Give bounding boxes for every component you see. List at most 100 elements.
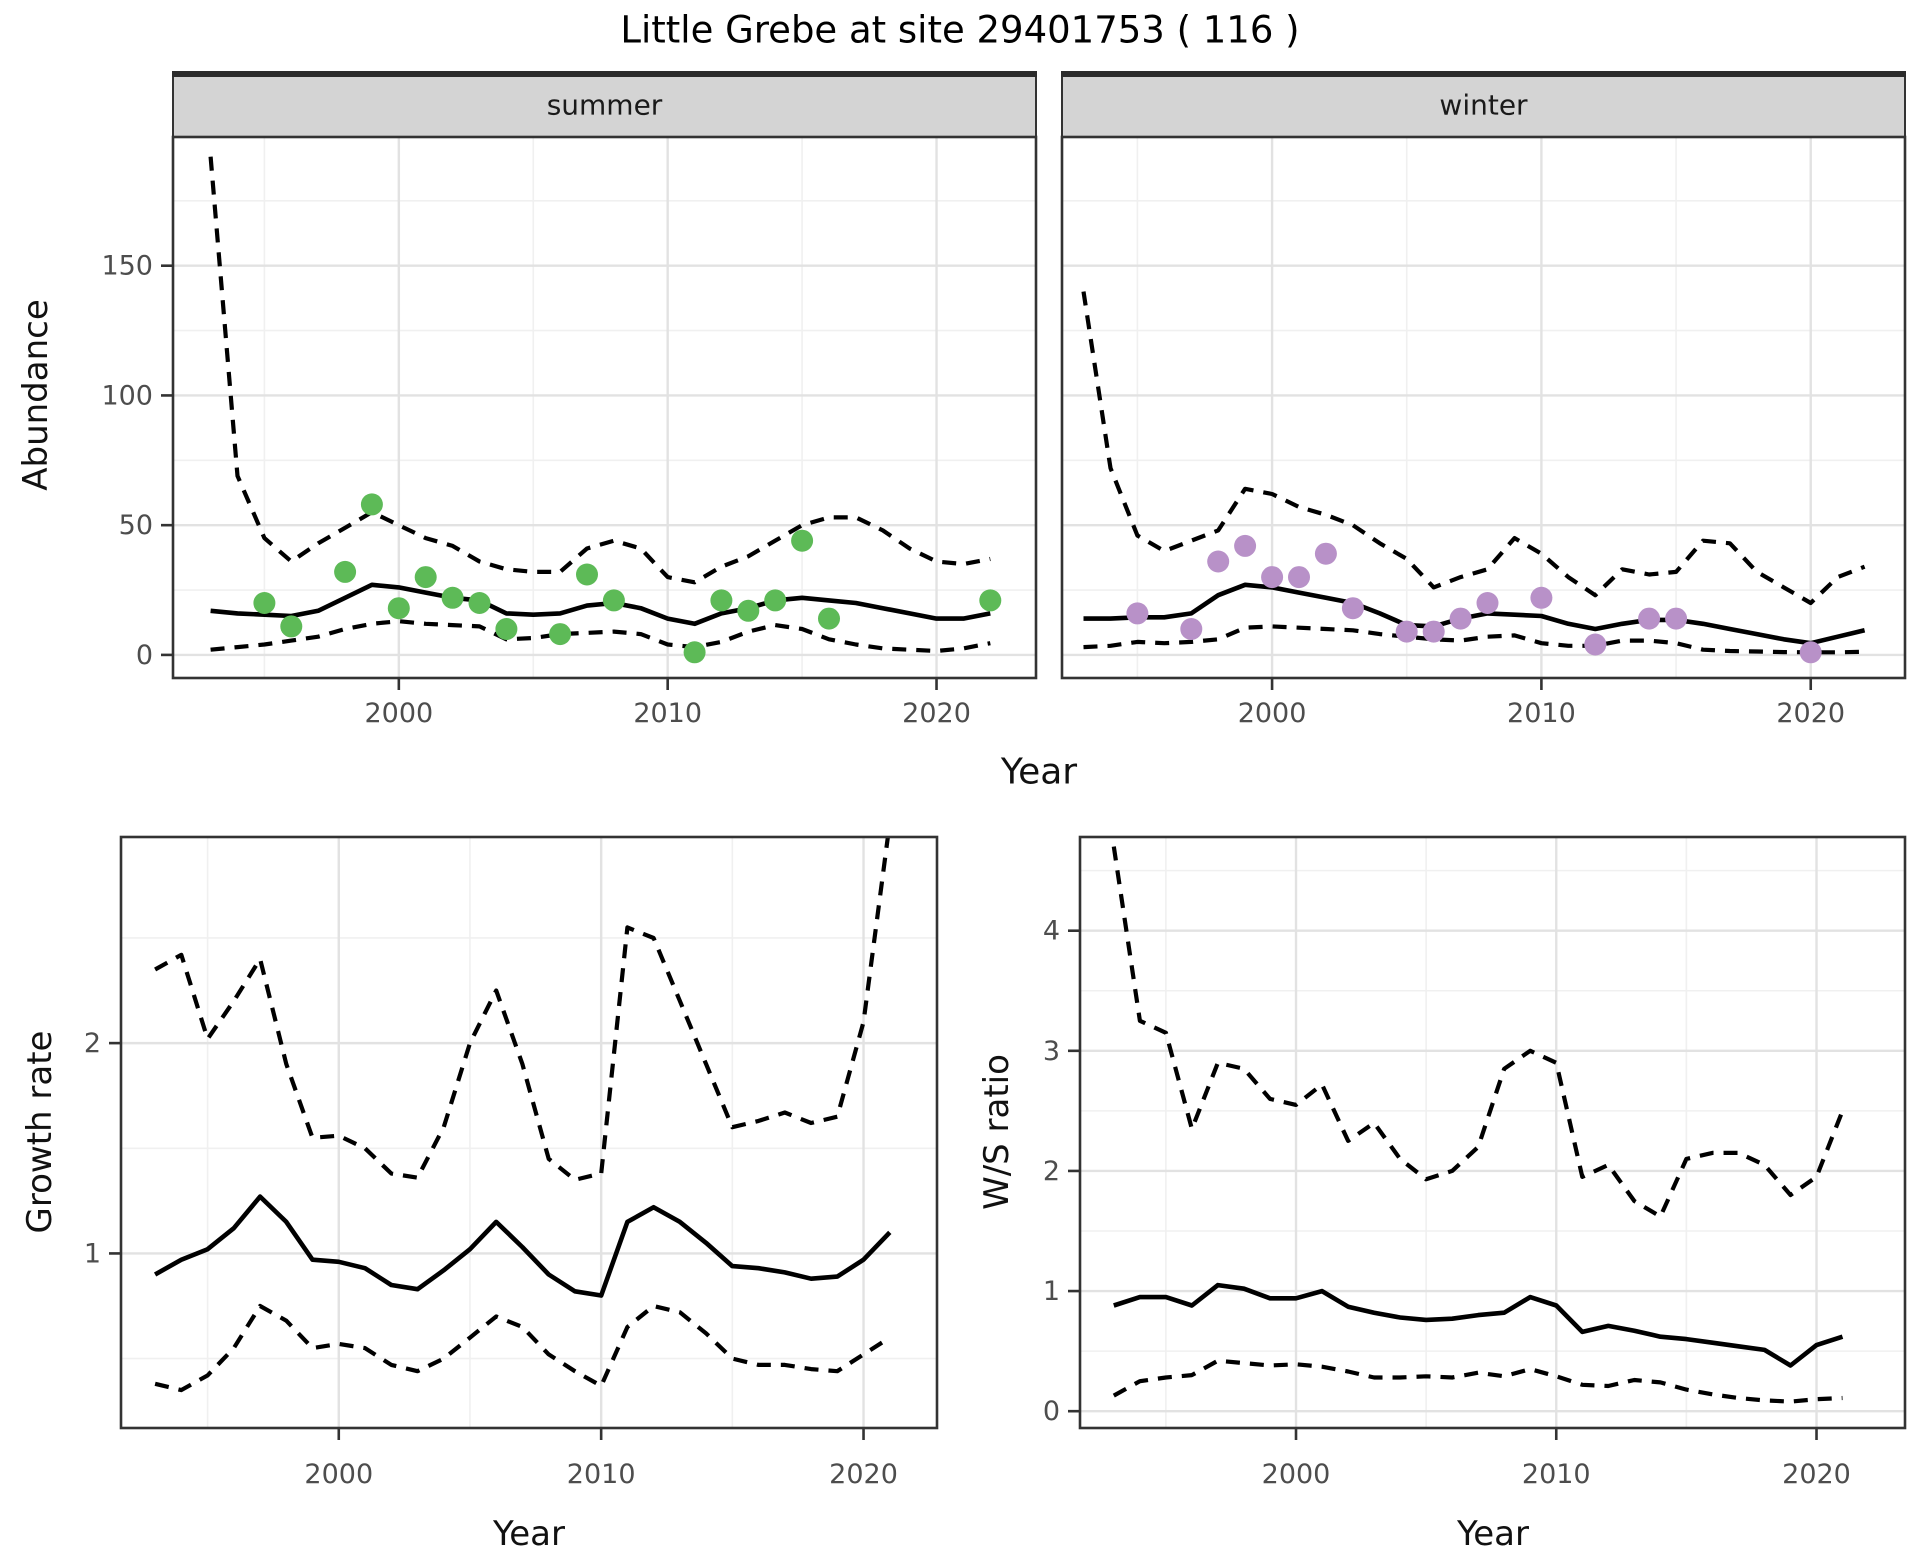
axis-tick-label: 4 — [1043, 916, 1060, 947]
axis-tick-label: 3 — [1043, 1036, 1060, 1067]
series-line-median — [210, 582, 991, 627]
axis-tick-label: 2010 — [633, 698, 702, 729]
axis-tick-label: 2000 — [1262, 1459, 1331, 1490]
series-line-median — [153, 1194, 892, 1298]
observations — [253, 493, 1002, 664]
axis-tick-label: 50 — [119, 510, 153, 541]
year-axis-title-top: Year — [1000, 751, 1078, 793]
observation-point — [1799, 641, 1822, 664]
observation-point — [1476, 592, 1499, 614]
series-line-upper_ci — [1111, 846, 1845, 1219]
axis-tick-label: 2020 — [829, 1459, 898, 1490]
observation-point — [1449, 607, 1472, 630]
ws-ratio-axis-title: W/S ratio — [977, 1054, 1017, 1210]
axes: 2000 2010 2020 1 2 — [84, 1028, 898, 1490]
observation-point — [468, 592, 491, 614]
axis-tick-label: 100 — [101, 380, 153, 411]
grid — [121, 837, 937, 1428]
grid — [1080, 837, 1905, 1428]
grid — [173, 137, 1036, 678]
observation-point — [387, 597, 410, 620]
observation-point — [979, 589, 1002, 612]
growth-rate-axis-title: Growth rate — [20, 1030, 60, 1234]
series-line-lower_ci — [1112, 1358, 1843, 1404]
axis-tick-label: 2 — [84, 1028, 101, 1059]
observation-point — [1207, 550, 1230, 573]
observation-point — [495, 618, 518, 640]
panel-growth_rate: 2000 2010 2020 1 2 — [84, 835, 939, 1490]
axis-tick-label: 0 — [136, 640, 153, 671]
observations — [1126, 534, 1822, 664]
series-line-upper_ci — [154, 837, 890, 1182]
series-line-lower_ci — [1083, 624, 1865, 655]
observation-point — [414, 566, 437, 589]
series-group — [1111, 846, 1845, 1404]
observation-point — [818, 607, 840, 630]
observation-point — [1584, 633, 1607, 656]
axis-tick-label: 1 — [1043, 1276, 1060, 1307]
observation-point — [360, 493, 383, 516]
facet-strip-top-border — [172, 71, 1037, 77]
observation-point — [1395, 620, 1418, 643]
observation-point — [602, 589, 625, 612]
observation-point — [280, 615, 303, 638]
observation-point — [253, 592, 276, 614]
observation-point — [791, 529, 814, 552]
axis-tick-label: 2000 — [304, 1459, 373, 1490]
observation-point — [1665, 607, 1688, 630]
observation-point — [1126, 602, 1149, 625]
series-line-upper_ci — [1081, 291, 1866, 606]
series-line-median — [1083, 582, 1866, 646]
axis-tick-label: 2000 — [1238, 698, 1307, 729]
series-line-lower_ci — [210, 619, 991, 654]
series-group — [1081, 291, 1866, 655]
series-group — [153, 837, 892, 1393]
axis-tick-label: 0 — [1043, 1396, 1060, 1427]
observation-point — [576, 563, 598, 586]
observation-point — [334, 560, 357, 583]
axis-tick-label: 2020 — [1782, 1459, 1851, 1490]
axis-tick-label: 1 — [84, 1238, 101, 1269]
panel-border — [119, 835, 939, 1430]
series-group — [208, 156, 991, 654]
observation-point — [764, 589, 787, 612]
facet-strip: summer — [172, 71, 1037, 138]
axes: 2000 2010 2020 — [1238, 678, 1845, 729]
panel-abundance_winter: winter 2000 2010 2020 — [1060, 71, 1907, 729]
facet-strip-top-border — [1061, 71, 1906, 77]
panel-border — [171, 135, 1038, 680]
observation-point — [1288, 566, 1310, 589]
panel-border — [1060, 135, 1907, 680]
axis-tick-label: 2010 — [1507, 698, 1576, 729]
year-axis-title-bottom-left: Year — [493, 1514, 565, 1554]
observation-point — [1180, 618, 1203, 640]
facet-strip-label: winter — [1439, 89, 1528, 122]
axis-tick-label: 2 — [1043, 1156, 1060, 1187]
observation-point — [1422, 620, 1445, 643]
axis-tick-label: 2020 — [902, 698, 971, 729]
panel-abundance_summer: summer 2000 2010 2020 0 50 100 150 — [101, 71, 1038, 729]
observation-point — [1341, 597, 1364, 620]
axis-tick-label: 2010 — [1522, 1459, 1591, 1490]
observation-point — [1530, 586, 1553, 609]
axis-tick-label: 2020 — [1776, 698, 1845, 729]
observation-point — [737, 599, 760, 622]
axis-tick-label: 2000 — [364, 698, 433, 729]
axis-tick-label: 2010 — [567, 1459, 636, 1490]
observation-point — [549, 623, 572, 646]
series-line-median — [1113, 1282, 1844, 1368]
observation-point — [1234, 534, 1257, 557]
page-title: Little Grebe at site 29401753 ( 116 ) — [620, 8, 1300, 52]
panel-border — [1078, 835, 1907, 1430]
abundance-axis-title: Abundance — [16, 299, 56, 491]
year-axis-title-bottom-right: Year — [1457, 1514, 1529, 1554]
observation-point — [710, 589, 733, 612]
observation-point — [1314, 542, 1337, 565]
observation-point — [1261, 566, 1284, 589]
axis-tick-label: 150 — [101, 251, 153, 282]
axes: 2000 2010 2020 0 1 2 3 4 — [1043, 916, 1851, 1490]
facet-strip: winter — [1061, 71, 1906, 138]
axes: 2000 2010 2020 0 50 100 150 — [101, 251, 970, 729]
